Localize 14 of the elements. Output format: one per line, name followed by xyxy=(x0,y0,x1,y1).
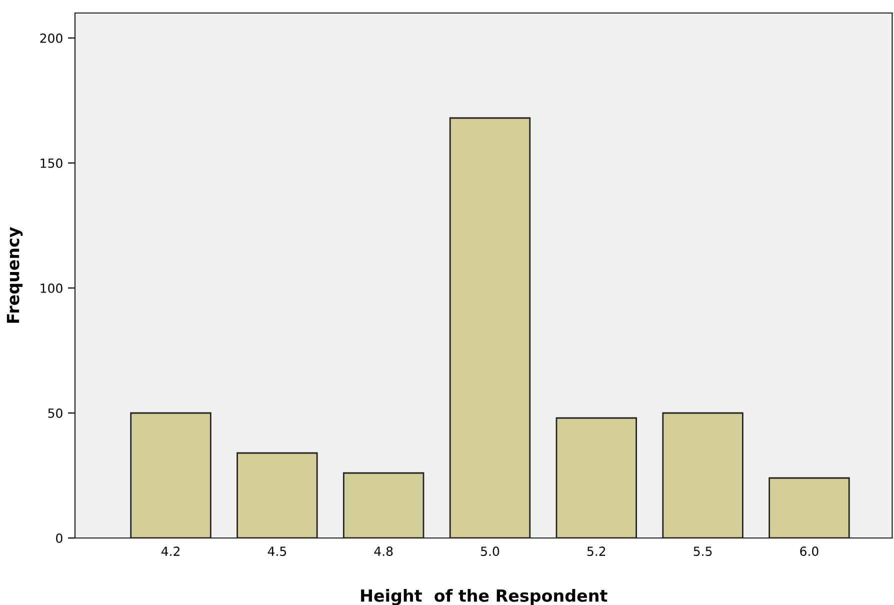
y-tick-label: 100 xyxy=(40,283,62,293)
x-axis-title: Height of the Respondent xyxy=(361,588,608,605)
x-tick-label: 4.8 xyxy=(374,546,393,556)
y-tick-label: 0 xyxy=(56,533,62,543)
x-tick-label: 5.0 xyxy=(481,546,500,556)
y-axis-title: Frequency xyxy=(6,227,23,323)
y-tick-label: 50 xyxy=(48,408,62,418)
x-tick-label: 5.2 xyxy=(587,546,606,556)
x-tick-label: 4.2 xyxy=(161,546,180,556)
x-tick-label: 5.5 xyxy=(694,546,712,556)
y-tick-label: 150 xyxy=(40,158,62,168)
x-tick-label: 6.0 xyxy=(800,546,818,556)
y-tick-label: 200 xyxy=(40,33,62,43)
x-tick-label: 4.5 xyxy=(268,546,286,556)
